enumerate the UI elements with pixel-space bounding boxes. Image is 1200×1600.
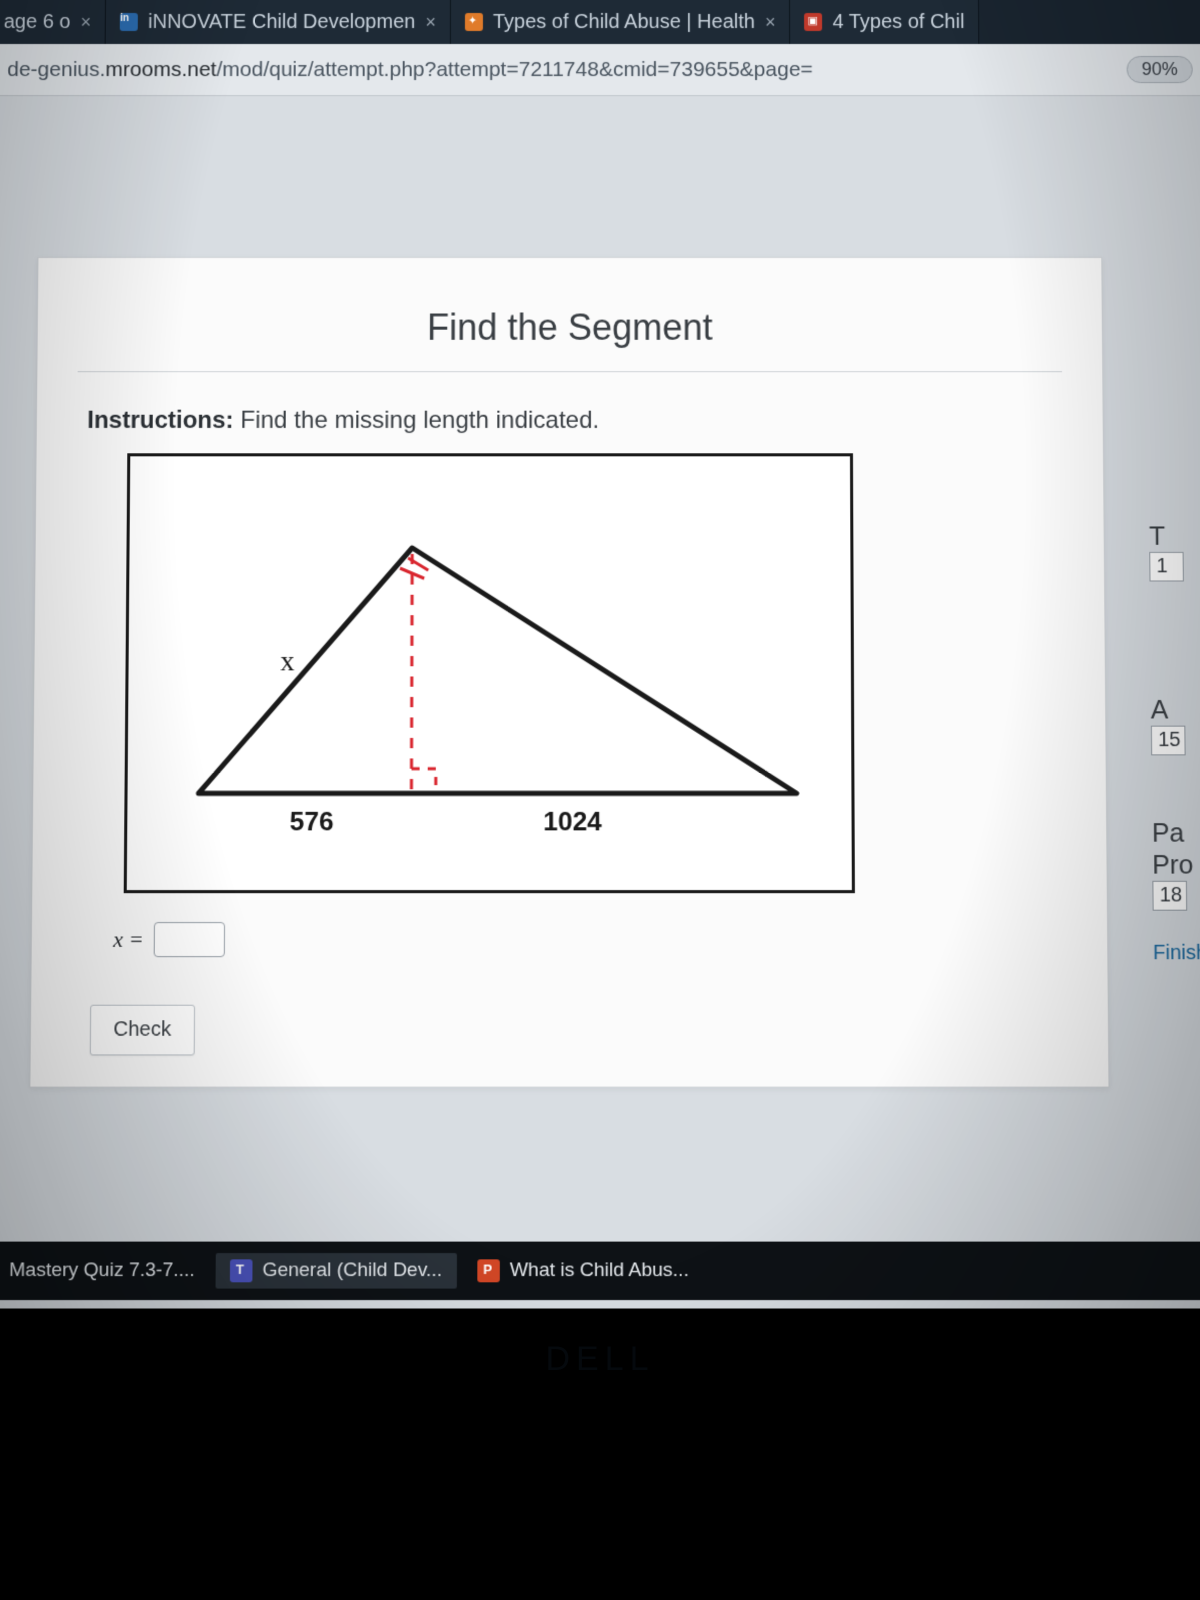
taskbar-label: General (Child Dev...	[262, 1259, 442, 1282]
teams-icon	[230, 1259, 253, 1282]
answer-variable: x =	[113, 926, 144, 953]
tab-label: age 6 o	[4, 10, 71, 33]
answer-row: x =	[113, 922, 1067, 957]
perp-tick	[408, 558, 428, 570]
close-icon[interactable]: ×	[80, 11, 91, 32]
taskbar-label: What is Child Abus...	[510, 1259, 689, 1282]
answer-input[interactable]	[154, 922, 225, 957]
check-button[interactable]: Check	[90, 1005, 195, 1056]
favicon-icon	[465, 13, 483, 31]
taskbar-item[interactable]: General (Child Dev...	[215, 1253, 456, 1289]
url-display[interactable]: de-genius.mrooms.net/mod/quiz/attempt.ph…	[7, 58, 1115, 82]
tab-label: iNNOVATE Child Developmen	[148, 10, 415, 33]
laptop-brand: DELL	[545, 1340, 654, 1379]
address-bar: de-genius.mrooms.net/mod/quiz/attempt.ph…	[0, 44, 1200, 96]
quiz-card: Find the Segment Instructions: Find the …	[29, 257, 1109, 1088]
sidebar-box[interactable]: 1	[1149, 552, 1184, 582]
tab-label: 4 Types of Chil	[832, 10, 964, 33]
sidebar-label: Pa	[1152, 817, 1200, 849]
close-icon[interactable]: ×	[425, 11, 436, 32]
sidebar-box[interactable]: 15	[1151, 726, 1186, 756]
instructions: Instructions: Find the missing length in…	[87, 407, 1062, 435]
tab-label: Types of Child Abuse | Health	[493, 10, 755, 33]
sidebar-box[interactable]: 18	[1152, 881, 1187, 911]
instructions-text: Find the missing length indicated.	[234, 407, 600, 434]
label-x: x	[280, 646, 294, 678]
url-path: /mod/quiz/attempt.php?attempt=7211748&cm…	[216, 58, 812, 81]
altitude-line	[411, 554, 412, 793]
browser-tabstrip: age 6 o × in iNNOVATE Child Developmen ×…	[0, 0, 1200, 44]
favicon-icon	[804, 13, 822, 31]
browser-tab[interactable]: Types of Child Abuse | Health ×	[451, 0, 791, 44]
powerpoint-icon	[477, 1259, 500, 1282]
url-host: mrooms.net	[105, 58, 216, 81]
taskbar: Mastery Quiz 7.3-7.... General (Child De…	[0, 1242, 1200, 1300]
url-prefix: de-genius.	[7, 58, 105, 81]
right-angle-marker	[411, 769, 435, 794]
finish-link[interactable]: Finish	[1153, 942, 1200, 966]
taskbar-item[interactable]: What is Child Abus...	[463, 1253, 704, 1289]
browser-tab[interactable]: in iNNOVATE Child Developmen ×	[106, 0, 451, 44]
taskbar-item[interactable]: Mastery Quiz 7.3-7....	[0, 1253, 209, 1289]
instructions-label: Instructions:	[87, 407, 234, 434]
zoom-indicator[interactable]: 90%	[1126, 56, 1192, 83]
sidebar-label: A	[1151, 694, 1200, 726]
browser-tab[interactable]: age 6 o ×	[0, 0, 106, 44]
sidebar-label: Pro	[1152, 849, 1200, 881]
sidebar-label: T	[1149, 520, 1200, 552]
segment-left-label: 576	[290, 806, 334, 837]
segment-right-label: 1024	[543, 806, 602, 837]
page-content: Find the Segment Instructions: Find the …	[0, 96, 1200, 1308]
taskbar-label: Mastery Quiz 7.3-7....	[9, 1259, 195, 1282]
favicon-icon: in	[120, 13, 138, 31]
triangle-figure: x 576 1024	[124, 453, 855, 893]
browser-tab[interactable]: 4 Types of Chil	[790, 0, 979, 44]
right-sidebar: T 1 A 15 Pa Pro 18 Finish	[1149, 520, 1200, 965]
close-icon[interactable]: ×	[765, 11, 776, 32]
quiz-title: Find the Segment	[78, 288, 1062, 372]
